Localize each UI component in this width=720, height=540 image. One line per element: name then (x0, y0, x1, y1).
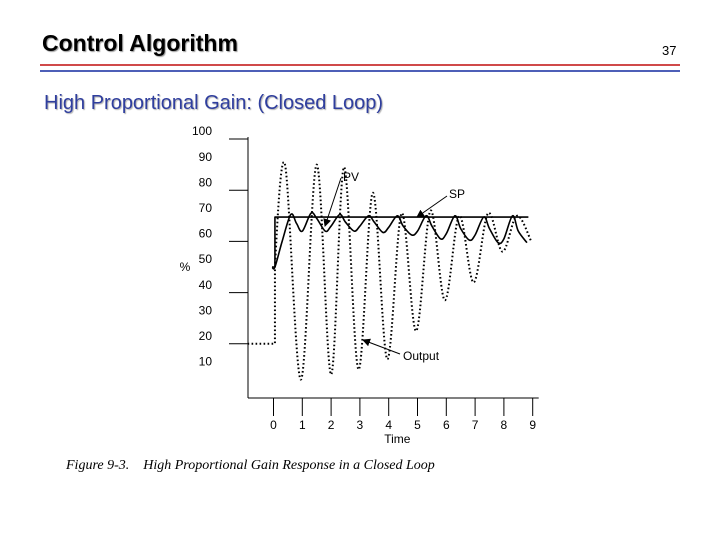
y-tick-label-10: 10 (199, 355, 213, 369)
y-axis-label: % (180, 260, 191, 274)
x-tick-label-2: 2 (328, 418, 335, 432)
annotation-pv: PV (343, 170, 359, 184)
y-tick-label-50: 50 (199, 252, 213, 266)
title-rule-red (40, 64, 680, 66)
x-tick-label-9: 9 (529, 418, 536, 432)
title-rule-blue (40, 70, 680, 72)
y-tick-label-70: 70 (199, 201, 213, 215)
x-tick-label-1: 1 (299, 418, 306, 432)
x-tick-label-8: 8 (501, 418, 508, 432)
page-number: 37 (662, 43, 677, 58)
y-tick-label-80: 80 (199, 175, 213, 189)
y-tick-label-90: 90 (199, 150, 213, 164)
y-tick-label-100: 100 (192, 124, 212, 138)
y-tick-label-30: 30 (199, 303, 213, 317)
figure-caption: Figure 9-3. High Proportional Gain Respon… (66, 458, 449, 474)
figure-caption-label: Figure 9-3. (66, 458, 130, 473)
x-tick-label-5: 5 (414, 418, 421, 432)
series-sp (272, 216, 529, 268)
x-tick-label-7: 7 (472, 418, 479, 432)
y-tick-label-60: 60 (199, 227, 213, 241)
series-output (247, 161, 533, 381)
figure-caption-text: High Proportional Gain Response in a Clo… (143, 458, 435, 473)
annotation-arrow-sp (416, 195, 448, 218)
x-tick-label-3: 3 (357, 418, 364, 432)
annotation-output: Output (403, 349, 440, 363)
slide-subtitle: High Proportional Gain: (Closed Loop) (44, 92, 384, 114)
y-tick-label-40: 40 (199, 278, 213, 292)
annotation-sp: SP (449, 187, 465, 201)
y-tick-label-20: 20 (199, 329, 213, 343)
annotation-arrow-output (362, 338, 401, 355)
annotation-arrow-pv (323, 177, 342, 227)
series-pv (271, 211, 528, 270)
x-axis-label: Time (384, 432, 411, 446)
x-tick-label-4: 4 (385, 418, 392, 432)
x-tick-label-6: 6 (443, 418, 450, 432)
slide-title: Control Algorithm (42, 30, 238, 56)
x-tick-label-0: 0 (270, 418, 277, 432)
